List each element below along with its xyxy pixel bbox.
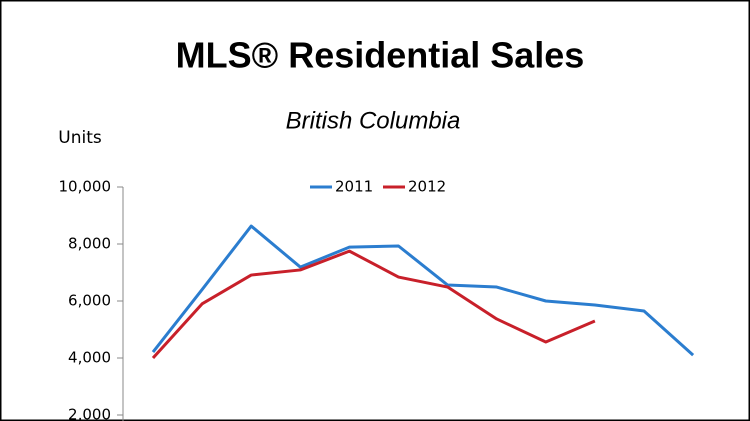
series-line bbox=[151, 249, 596, 360]
chart-subtitle: British Columbia bbox=[286, 107, 461, 134]
y-tick-label: 2,000 bbox=[68, 406, 111, 421]
y-tick-label: 10,000 bbox=[59, 178, 112, 196]
y-axis-label: Units bbox=[58, 128, 102, 148]
chart-title: MLS® Residential Sales bbox=[176, 35, 585, 76]
legend-label: 2012 bbox=[408, 178, 446, 196]
y-tick-label: 6,000 bbox=[68, 292, 111, 310]
series-line bbox=[151, 224, 695, 357]
legend-label: 2011 bbox=[335, 178, 373, 196]
y-tick-label: 4,000 bbox=[68, 349, 111, 367]
y-tick-label: 8,000 bbox=[68, 235, 111, 253]
